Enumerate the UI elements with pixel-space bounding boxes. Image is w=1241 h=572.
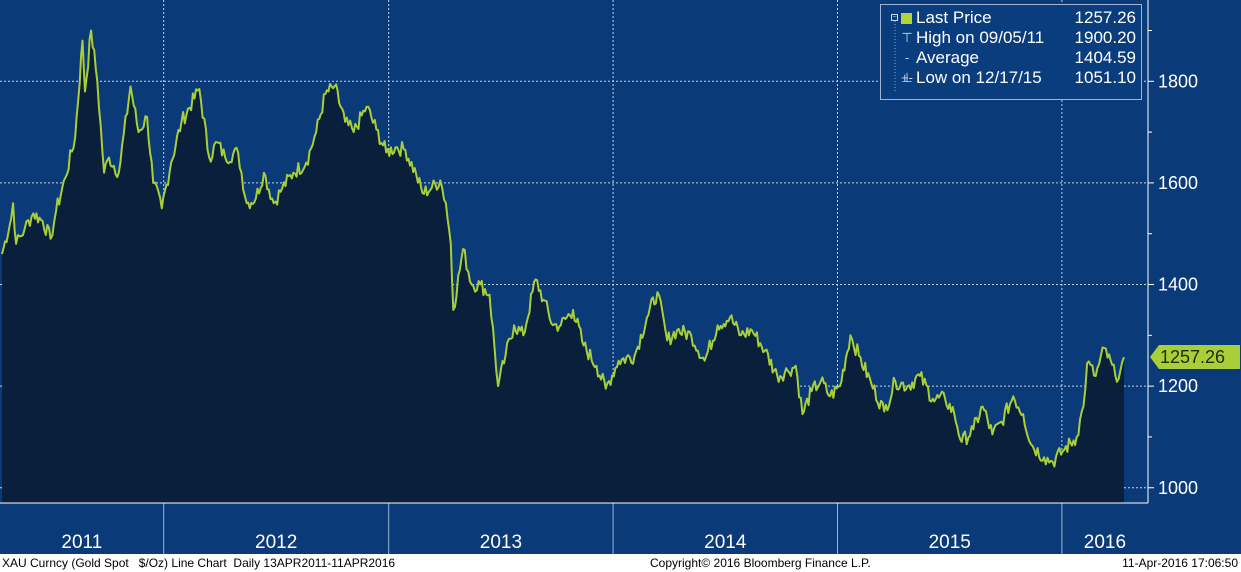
y-tick-label: 1000 (1158, 478, 1198, 498)
y-tick-label: 1200 (1158, 376, 1198, 396)
legend-value: 1051.10 (1074, 68, 1136, 87)
footer-description: XAU Curncy (Gold Spot $/Oz) Line Chart D… (2, 556, 396, 570)
legend-item-average[interactable]: -+- Average 1404.59 (881, 48, 1143, 85)
legend: − Last Price 1257.26 ⊤ High on 09/05/11 … (880, 4, 1142, 100)
price-series-line (1, 29, 1125, 468)
y-tick-label: 1800 (1158, 71, 1198, 91)
y-tick-label: 1400 (1158, 275, 1198, 295)
legend-value: 1257.26 (1074, 8, 1136, 27)
x-year-label: 2015 (929, 532, 971, 553)
footer-copyright: Copyright© 2016 Bloomberg Finance L.P. (650, 556, 871, 570)
high-marker-icon: ⊤ (901, 30, 913, 45)
last-price-label: 1257.26 (1160, 347, 1226, 368)
legend-item-high[interactable]: ⊤ High on 09/05/11 1900.20 (881, 28, 1143, 48)
legend-name: High on 09/05/11 (916, 28, 1045, 47)
x-year-label: 2014 (704, 532, 747, 553)
y-tick-labels: 1000 1200 1400 1600 1800 (1158, 71, 1198, 497)
last-price-swatch-icon (901, 13, 912, 24)
legend-value: 1404.59 (1074, 48, 1136, 67)
x-year-labels: 2011 2012 2013 2014 2015 2016 (61, 532, 1126, 553)
legend-tree-lines (894, 21, 896, 91)
price-area-fill (2, 30, 1124, 503)
legend-value: 1900.20 (1074, 28, 1136, 47)
legend-item-last-price[interactable]: − Last Price 1257.26 (881, 8, 1143, 28)
legend-name: Last Price (916, 8, 992, 27)
footer-timestamp: 11-Apr-2016 17:06:50 (1122, 556, 1238, 570)
x-year-label: 2013 (480, 532, 522, 553)
last-price-badge: 1257.26 (1150, 344, 1240, 370)
collapse-icon[interactable]: − (891, 14, 898, 21)
x-year-label: 2016 (1084, 532, 1126, 553)
chart-footer: XAU Curncy (Gold Spot $/Oz) Line Chart D… (0, 554, 1241, 572)
axes (0, 0, 1154, 554)
y-tick-label: 1600 (1158, 173, 1198, 193)
x-year-label: 2011 (61, 532, 102, 553)
legend-name: Average (916, 48, 980, 67)
legend-name: Low on 12/17/15 (916, 68, 1042, 87)
legend-item-low[interactable]: ⊥ Low on 12/17/15 1051.10 (881, 68, 1143, 88)
low-marker-icon: ⊥ (901, 70, 913, 85)
x-year-label: 2012 (255, 532, 297, 553)
average-marker-icon: -+- (901, 50, 913, 85)
badge-shape (1150, 345, 1240, 370)
